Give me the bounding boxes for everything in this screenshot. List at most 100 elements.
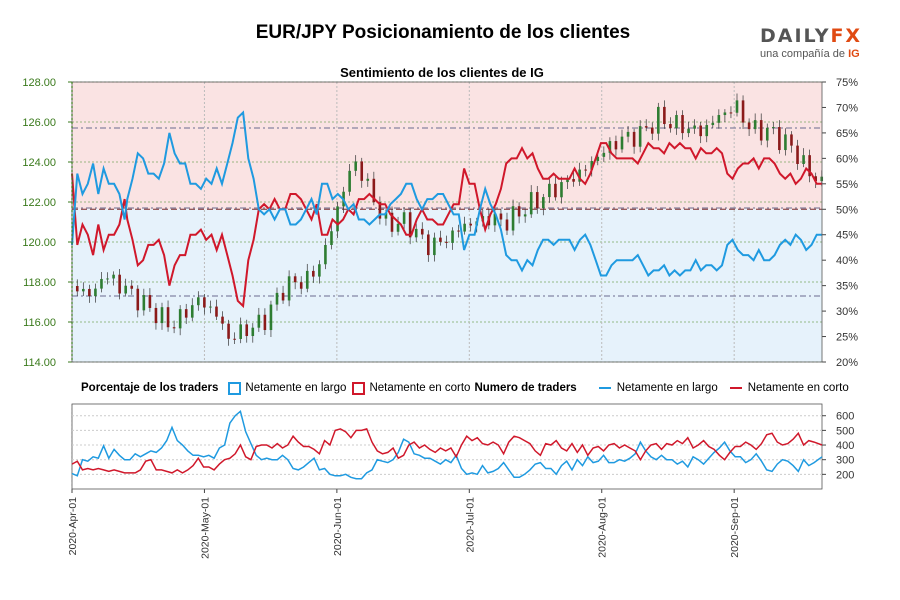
candle-body — [675, 115, 678, 129]
candle-body — [239, 324, 242, 339]
candle-body — [287, 276, 291, 301]
count-tick-label: 400 — [836, 440, 854, 452]
legend-count-title: Numero de traders — [474, 382, 577, 394]
price-tick-label: 122.00 — [22, 197, 56, 209]
candle-body — [124, 285, 127, 294]
candle-body — [106, 278, 109, 280]
candle-body — [790, 134, 793, 146]
candle-body — [112, 274, 115, 279]
candle-body — [203, 297, 206, 308]
candle-body — [590, 161, 594, 170]
candle-body — [324, 244, 327, 265]
candle-body — [263, 314, 267, 331]
candle-body — [245, 324, 249, 337]
candle-body — [493, 213, 497, 226]
candle-body — [378, 202, 382, 219]
dailyfx-logo[interactable]: DAILYFX una compañía de IG — [760, 25, 870, 65]
candle-body — [663, 106, 666, 125]
candle-body — [735, 100, 739, 113]
candle-body — [602, 152, 606, 157]
candle-body — [390, 212, 394, 232]
count-tick-label: 200 — [836, 469, 854, 481]
candle-body — [632, 131, 636, 147]
candle-body — [330, 231, 333, 245]
candle-body — [451, 230, 454, 243]
candle-body — [420, 228, 424, 235]
logo-tagline: una compañía de IG — [760, 48, 870, 60]
logo-fx: FX — [830, 25, 863, 47]
candle-body — [166, 307, 170, 328]
candle-body — [160, 307, 164, 324]
candle-body — [650, 127, 654, 134]
candle-body — [88, 288, 91, 297]
price-tick-label: 126.00 — [22, 117, 56, 129]
pct-tick-label: 35% — [836, 281, 858, 293]
candle-body — [566, 178, 569, 183]
candle-body — [366, 178, 370, 181]
candle-body — [711, 122, 715, 126]
candle-body — [414, 228, 418, 238]
legend-percentage: Porcentaje de los traders Netamente en l… — [81, 380, 849, 396]
candle-body — [511, 206, 515, 231]
price-tick-label: 114.00 — [23, 357, 56, 369]
candle-body — [433, 237, 436, 256]
candle-body — [178, 309, 182, 329]
candle-body — [305, 270, 309, 289]
logo-daily: DAILY — [760, 25, 831, 47]
legend-long-label: Netamente en largo — [245, 382, 347, 394]
candle-body — [233, 338, 236, 340]
candle-body — [669, 124, 672, 129]
candle-body — [469, 223, 472, 226]
price-tick-label: 120.00 — [22, 237, 56, 249]
candle-body — [227, 323, 230, 339]
pct-tick-label: 55% — [836, 179, 858, 191]
net-short-pct-line — [71, 141, 822, 309]
candle-body — [402, 212, 406, 224]
candle-body — [130, 285, 134, 289]
candle-body — [269, 304, 273, 331]
candle-body — [457, 230, 460, 232]
candle-body — [693, 125, 696, 129]
pct-tick-label: 65% — [836, 128, 858, 140]
legend-short-label: Netamente en corto — [369, 382, 471, 394]
month-tick-label: 2020-Jun-01 — [332, 497, 344, 556]
candle-body — [802, 155, 805, 164]
candle-body — [765, 127, 769, 141]
candle-body — [729, 112, 733, 114]
candle-body — [772, 127, 775, 129]
logo-tagline-text: una compañía de — [760, 48, 849, 60]
candle-body — [644, 126, 648, 128]
candle-body — [275, 292, 279, 305]
candle-body — [681, 115, 684, 134]
candle-body — [215, 306, 218, 317]
candle-body — [499, 213, 503, 220]
net-long-pct-line — [71, 110, 822, 278]
candle-body — [197, 297, 200, 306]
legend-short-label-2: Netamente en corto — [747, 382, 849, 394]
candle-body — [584, 169, 587, 171]
candle-body — [336, 206, 339, 232]
candle-body — [82, 288, 85, 292]
candle-body — [172, 327, 176, 329]
legend-long-line — [598, 387, 611, 389]
candle-body — [318, 264, 321, 277]
pct-tick-label: 70% — [836, 102, 858, 114]
pct-tick-label: 20% — [836, 357, 858, 369]
candle-body — [384, 212, 388, 219]
net-long-traders-line — [71, 409, 823, 480]
candle-body — [759, 120, 763, 141]
price-tick-label: 128.00 — [22, 77, 56, 89]
legend-short-line — [729, 387, 742, 389]
pct-tick-label: 60% — [836, 153, 858, 165]
legend-long-swatch — [228, 381, 242, 395]
candle-body — [372, 178, 376, 203]
month-tick-label: 2020-May-01 — [199, 497, 211, 559]
candle-body — [699, 125, 702, 137]
candle-body — [687, 128, 690, 134]
candle-body — [542, 197, 545, 209]
candle-body — [281, 292, 285, 301]
candle-body — [614, 141, 618, 150]
candle-body — [535, 192, 539, 209]
candle-body — [517, 206, 521, 217]
